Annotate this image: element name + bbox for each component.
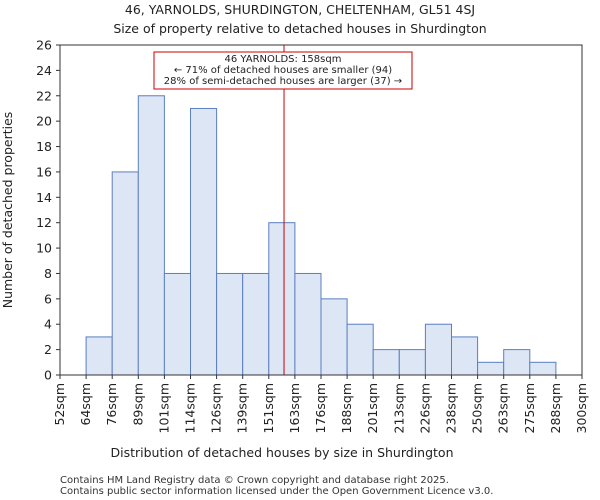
x-tick-label: 238sqm [444, 383, 459, 433]
x-tick-label: 64sqm [78, 383, 93, 426]
x-tick-label: 89sqm [130, 383, 145, 426]
x-ticks-group: 52sqm 64sqm 76sqm 89sqm 101sqm 114sqm 126sqm 13… [52, 375, 589, 433]
bar-201sqm [372, 349, 400, 376]
bar-188sqm [346, 323, 374, 376]
y-tick-label: 10 [36, 241, 52, 256]
bar-163sqm [294, 272, 322, 376]
y-tick-label: 6 [44, 291, 52, 306]
x-axis-label: Distribution of detached houses by size … [111, 445, 454, 460]
y-tick-label: 22 [36, 88, 52, 103]
annotation-line-2: ← 71% of detached houses are smaller (94… [174, 65, 392, 76]
y-tick-label: 20 [36, 114, 52, 129]
y-tick-label: 2 [44, 342, 52, 357]
y-tick-label: 26 [36, 38, 52, 53]
x-tick-label: 114sqm [183, 383, 198, 433]
bar-101sqm [163, 272, 191, 376]
bars-group [85, 95, 557, 376]
x-tick-label: 101sqm [156, 383, 171, 433]
bar-275sqm [529, 361, 557, 376]
bar-263sqm [503, 349, 531, 376]
bar-238sqm [451, 336, 479, 376]
bar-89sqm [137, 95, 165, 376]
annotation-line-1: 46 YARNOLDS: 158sqm [225, 54, 342, 65]
y-tick-label: 14 [36, 190, 52, 205]
x-tick-label: 288sqm [548, 383, 563, 433]
annotation-box [153, 51, 413, 90]
bar-226sqm [424, 323, 452, 376]
bar-126sqm [216, 272, 244, 376]
chart-subtitle: Size of property relative to detached ho… [113, 21, 486, 36]
chart-title: 46, YARNOLDS, SHURDINGTON, CHELTENHAM, G… [125, 2, 475, 17]
y-tick-label: 0 [44, 368, 52, 383]
x-tick-label: 226sqm [417, 383, 432, 433]
x-tick-label: 275sqm [522, 383, 537, 433]
marker-group: 46 YARNOLDS: 158sqm← 71% of detached hou… [153, 45, 413, 375]
y-tick-label: 24 [36, 63, 52, 78]
annotation-line-3: 28% of semi-detached houses are larger (… [164, 76, 402, 87]
x-tick-label: 250sqm [470, 383, 485, 433]
footer-line-1: Contains HM Land Registry data © Crown c… [60, 475, 449, 486]
y-tick-label: 12 [36, 215, 52, 230]
bar-76sqm [111, 171, 139, 376]
bar-114sqm [190, 107, 218, 376]
x-tick-label: 52sqm [52, 383, 67, 426]
y-tick-label: 16 [36, 164, 52, 179]
x-tick-label: 126sqm [209, 383, 224, 433]
bar-64sqm [85, 336, 113, 376]
x-tick-label: 176sqm [313, 383, 328, 433]
x-tick-label: 263sqm [496, 383, 511, 433]
bar-176sqm [320, 298, 348, 376]
x-tick-label: 213sqm [391, 383, 406, 433]
x-tick-label: 76sqm [104, 383, 119, 426]
x-tick-label: 139sqm [235, 383, 250, 433]
plot-frame [59, 44, 583, 376]
y-tick-label: 8 [44, 266, 52, 281]
x-tick-label: 151sqm [261, 383, 276, 433]
x-tick-label: 163sqm [287, 383, 302, 433]
footer-line-2: Contains public sector information licen… [60, 486, 493, 497]
bar-139sqm [242, 272, 270, 376]
x-tick-label: 201sqm [365, 383, 380, 433]
x-tick-label: 300sqm [574, 383, 589, 433]
bar-213sqm [398, 349, 426, 376]
y-tick-label: 18 [36, 139, 52, 154]
y-tick-label: 4 [44, 317, 52, 332]
bar-151sqm [268, 222, 296, 376]
bar-250sqm [477, 361, 505, 376]
y-axis-label: Number of detached properties [0, 112, 15, 309]
x-tick-label: 188sqm [339, 383, 354, 433]
